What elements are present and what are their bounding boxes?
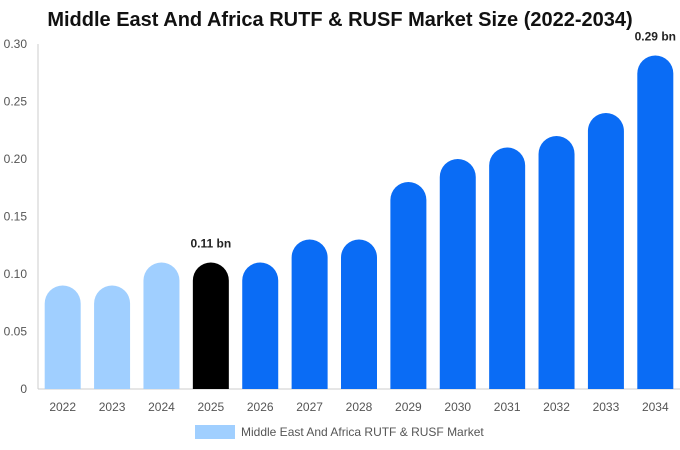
x-tick-label: 2030 <box>444 400 471 414</box>
bar-2033 <box>587 113 624 389</box>
bar-2026 <box>242 262 279 389</box>
bar-2022 <box>44 285 81 389</box>
x-tick-label: 2025 <box>197 400 224 414</box>
x-tick-label: 2024 <box>148 400 175 414</box>
bar-2027 <box>291 239 328 389</box>
legend-label: Middle East And Africa RUTF & RUSF Marke… <box>241 425 484 439</box>
y-tick-label: 0.05 <box>4 325 28 339</box>
x-tick-label: 2023 <box>99 400 126 414</box>
x-tick-label: 2026 <box>247 400 274 414</box>
y-tick-label: 0.20 <box>4 152 28 166</box>
y-tick-label: 0.25 <box>4 95 28 109</box>
chart-title: Middle East And Africa RUTF & RUSF Marke… <box>47 9 633 31</box>
data-label: 0.11 bn <box>191 237 232 251</box>
x-tick-label: 2031 <box>494 400 521 414</box>
x-tick-label: 2033 <box>593 400 620 414</box>
bar-2031 <box>489 147 526 389</box>
bar-2023 <box>94 285 131 389</box>
x-tick-label: 2022 <box>49 400 76 414</box>
x-tick-label: 2029 <box>395 400 422 414</box>
data-label: 0.29 bn <box>635 30 676 44</box>
y-tick-label: 0.15 <box>4 210 28 224</box>
legend-swatch <box>195 425 235 439</box>
x-tick-label: 2027 <box>296 400 323 414</box>
y-tick-label: 0.10 <box>4 267 28 281</box>
legend: Middle East And Africa RUTF & RUSF Marke… <box>195 425 484 439</box>
bar-2032 <box>538 136 575 389</box>
y-tick-label: 0.30 <box>4 37 28 51</box>
bar-2025 <box>192 262 229 389</box>
bar-2029 <box>390 182 427 389</box>
x-tick-label: 2032 <box>543 400 570 414</box>
bar-2028 <box>341 239 377 389</box>
x-tick-label: 2034 <box>642 400 669 414</box>
x-tick-label: 2028 <box>346 400 373 414</box>
bar-2034 <box>637 55 674 390</box>
bar-2024 <box>143 262 180 389</box>
y-tick-label: 0 <box>20 382 27 396</box>
bar-2030 <box>439 159 476 389</box>
